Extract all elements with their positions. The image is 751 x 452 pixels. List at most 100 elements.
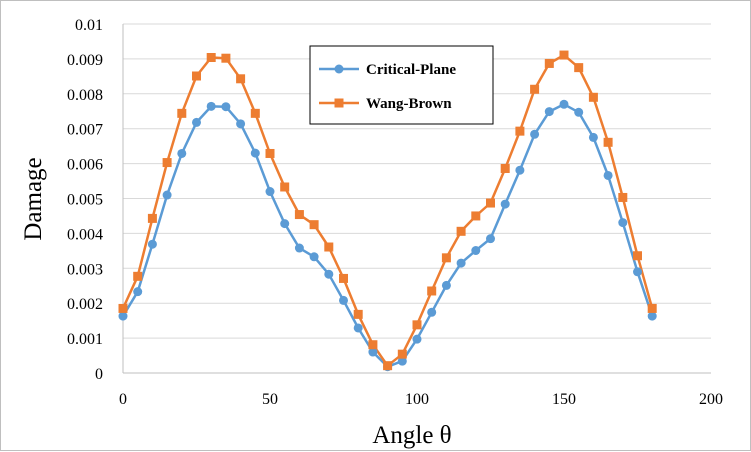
legend-marker (334, 98, 344, 108)
data-point (618, 218, 628, 228)
data-point (486, 234, 495, 244)
data-point (118, 303, 128, 313)
y-tick-label: 0.001 (67, 331, 103, 348)
data-point (368, 340, 378, 350)
data-point (559, 99, 569, 109)
data-point (221, 102, 231, 112)
data-point (544, 58, 554, 68)
data-point (500, 163, 510, 173)
data-point (250, 108, 260, 118)
data-point (368, 347, 378, 357)
data-point (236, 74, 246, 84)
data-point (588, 132, 598, 142)
data-point (294, 243, 304, 253)
data-point (192, 71, 201, 81)
data-point (500, 199, 510, 209)
data-point (471, 211, 481, 221)
data-point (353, 323, 363, 333)
y-tick-label: 0.003 (67, 261, 103, 278)
x-tick-label: 150 (552, 391, 576, 408)
data-point (530, 129, 540, 139)
y-tick-label: 0.002 (67, 296, 103, 313)
data-point (427, 286, 437, 296)
series-markers (118, 50, 657, 372)
data-point (412, 334, 422, 344)
tick-labels: 0 0.001 0.002 0.003 0.004 0.005 0.006 0.007 0.00… (67, 17, 723, 408)
data-point (397, 356, 407, 366)
data-point (339, 295, 348, 305)
data-point (544, 107, 554, 117)
x-tick-label: 0 (119, 391, 127, 408)
data-point (559, 50, 569, 60)
data-point (515, 126, 525, 136)
legend-marker (334, 64, 344, 74)
data-point (206, 101, 216, 111)
data-point (456, 226, 466, 236)
legend: Critical-Plane Wang-Brown (309, 45, 494, 125)
data-point (456, 258, 466, 268)
data-point (147, 239, 157, 249)
data-point (427, 307, 437, 317)
data-point (147, 213, 157, 223)
y-tick-label: 0.004 (67, 226, 103, 243)
y-tick-label: 0.009 (67, 52, 103, 69)
data-point (339, 273, 348, 283)
data-point (280, 182, 290, 192)
data-point (192, 117, 201, 127)
data-point (441, 253, 451, 263)
legend-label: Wang-Brown (366, 96, 452, 112)
data-point (265, 187, 275, 197)
data-point (515, 165, 525, 175)
data-point (324, 269, 334, 279)
data-point (221, 53, 231, 63)
data-point (162, 158, 172, 168)
y-tick-label: 0 (95, 366, 103, 383)
legend-box (309, 45, 494, 125)
y-tick-label: 0.007 (67, 122, 103, 139)
x-axis-title: Angle θ (372, 422, 451, 449)
data-point (441, 280, 451, 290)
data-point (618, 192, 628, 202)
x-tick-label: 100 (405, 391, 429, 408)
y-tick-label: 0.01 (75, 17, 103, 34)
data-point (177, 148, 187, 158)
data-point (486, 198, 495, 208)
y-tick-label: 0.006 (67, 157, 103, 174)
data-point (574, 107, 584, 117)
data-point (118, 311, 128, 321)
data-point (588, 92, 598, 102)
y-tick-label: 0.008 (67, 87, 103, 104)
data-point (324, 242, 334, 252)
data-point (412, 320, 422, 330)
data-point (383, 361, 393, 371)
data-point (309, 220, 319, 230)
data-point (397, 349, 407, 359)
legend-label: Critical-Plane (366, 62, 456, 78)
data-point (206, 53, 216, 63)
data-point (647, 311, 657, 321)
data-point (633, 251, 642, 261)
data-point (133, 271, 143, 281)
data-point (236, 119, 246, 129)
data-point (603, 170, 613, 180)
series-line (121, 103, 654, 368)
data-point (353, 309, 363, 319)
data-point (309, 252, 319, 262)
x-tick-label: 50 (262, 391, 278, 408)
data-point (647, 303, 657, 313)
data-point (574, 63, 584, 73)
data-point (471, 246, 481, 256)
data-point (162, 190, 172, 200)
data-point (177, 108, 187, 118)
x-tick-label: 200 (699, 391, 723, 408)
data-point (530, 84, 540, 94)
data-point (603, 137, 613, 147)
data-point (633, 267, 642, 277)
y-axis-title: Damage (20, 157, 47, 240)
data-point (280, 219, 290, 229)
y-tick-label: 0.005 (67, 192, 103, 209)
data-point (265, 148, 275, 158)
data-point (294, 210, 304, 220)
